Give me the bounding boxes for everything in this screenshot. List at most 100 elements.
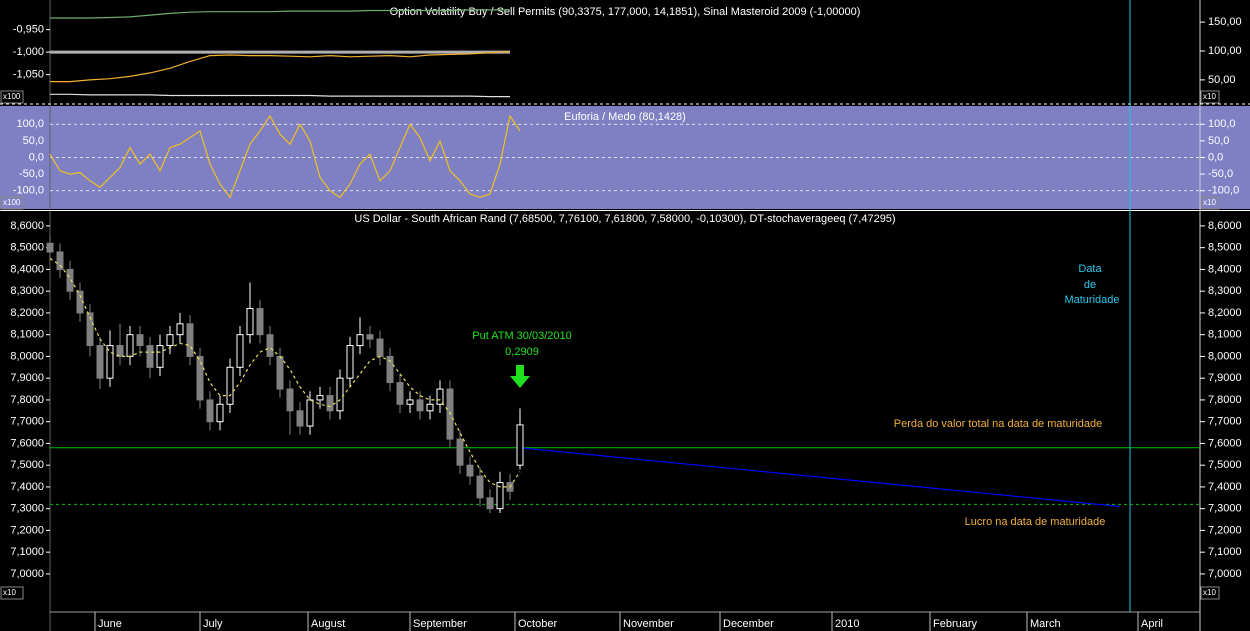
y-tick-label: 7,7000 xyxy=(1208,416,1242,428)
y-tick-label: 8,6000 xyxy=(1208,220,1242,232)
y-tick-label: 100,00 xyxy=(1208,45,1242,57)
y-tick-label: 8,4000 xyxy=(10,263,44,275)
y-tick-label: 7,6000 xyxy=(10,437,44,449)
series-line xyxy=(50,51,511,83)
x-tick-label: November xyxy=(623,618,674,630)
y-tick-label: 7,4000 xyxy=(10,481,44,493)
series-line xyxy=(49,114,521,199)
scale-box xyxy=(0,196,24,210)
scale-box xyxy=(0,90,24,104)
candle-body xyxy=(296,410,304,427)
y-tick-label: 7,8000 xyxy=(10,394,44,406)
candle-body xyxy=(266,334,274,357)
candle-body xyxy=(346,345,354,379)
candle-body xyxy=(426,403,434,412)
candle-body xyxy=(256,308,264,336)
y-tick-label: 7,4000 xyxy=(1208,481,1242,493)
y-tick-label: 8,2000 xyxy=(1208,307,1242,319)
x-tick-label: March xyxy=(1030,618,1061,630)
y-tick-label: 7,1000 xyxy=(10,546,44,558)
candle-body xyxy=(276,355,284,390)
x-tick-label: September xyxy=(413,618,467,630)
y-tick-label: 7,0000 xyxy=(10,568,44,580)
annotation: 0,2909 xyxy=(505,346,539,358)
candle-body xyxy=(106,345,114,379)
candle-body xyxy=(436,388,444,405)
y-tick-label: -100,0 xyxy=(13,185,44,197)
candle-body xyxy=(406,399,414,405)
y-tick-label: 100,0 xyxy=(16,118,44,130)
candle-body xyxy=(316,395,324,401)
candle-body xyxy=(66,268,74,292)
scale-label: x10 xyxy=(3,588,16,597)
candle-body xyxy=(46,242,54,253)
candle-body xyxy=(306,399,314,427)
candle-body xyxy=(216,403,224,423)
y-tick-label: 100,0 xyxy=(1208,118,1236,130)
candle-body xyxy=(456,438,464,466)
candle-body xyxy=(56,251,64,270)
candle-body xyxy=(396,382,404,405)
y-tick-label: 8,1000 xyxy=(10,329,44,341)
candle-body xyxy=(476,475,484,499)
x-tick-label: August xyxy=(311,618,345,630)
y-tick-label: 7,7000 xyxy=(10,416,44,428)
scale-box xyxy=(1200,586,1220,600)
y-tick-label: -50,0 xyxy=(1208,168,1233,180)
x-tick-label: 2010 xyxy=(835,618,859,630)
x-tick-label: February xyxy=(933,618,978,630)
y-tick-label: 8,5000 xyxy=(10,242,44,254)
panel-title: US Dollar - South African Rand (7,68500,… xyxy=(354,213,895,225)
y-tick-label: 8,2000 xyxy=(10,307,44,319)
y2-tick-label: -0,950 xyxy=(13,23,44,35)
series-line xyxy=(50,9,510,19)
y-tick-label: 7,2000 xyxy=(10,524,44,536)
y-tick-label: -50,0 xyxy=(19,168,44,180)
annotation: Put ATM 30/03/2010 xyxy=(472,330,571,342)
candle-body xyxy=(186,323,194,357)
candle-body xyxy=(516,424,524,466)
y-tick-label: -100,0 xyxy=(1208,185,1239,197)
candle-body xyxy=(246,308,254,336)
annotation: Maturidade xyxy=(1064,294,1119,306)
y-tick-label: 7,0000 xyxy=(1208,568,1242,580)
candle-body xyxy=(136,334,144,347)
x-tick-label: December xyxy=(723,618,774,630)
candle-body xyxy=(326,395,334,412)
candle-body xyxy=(336,377,344,412)
y-tick-label: 7,5000 xyxy=(10,459,44,471)
scale-label: x100 xyxy=(3,92,21,101)
scale-box xyxy=(0,586,24,600)
x-tick-label: October xyxy=(518,618,557,630)
candle-body xyxy=(176,323,184,336)
y-tick-label: 0,0 xyxy=(1208,151,1223,163)
scale-label: x100 xyxy=(3,198,21,207)
y-tick-label: 8,1000 xyxy=(1208,329,1242,341)
y-tick-label: 50,00 xyxy=(1208,74,1236,86)
panel-title: Option Volatility Buy / Sell Permits (90… xyxy=(390,6,861,18)
candle-body xyxy=(486,497,494,510)
x-tick-label: April xyxy=(1141,618,1163,630)
candle-body xyxy=(86,312,94,347)
candle-body xyxy=(236,334,244,368)
candle-body xyxy=(466,464,474,477)
y-tick-label: 8,3000 xyxy=(10,285,44,297)
candle-body xyxy=(196,355,204,401)
arrow xyxy=(510,365,530,388)
y-tick-label: 7,8000 xyxy=(1208,394,1242,406)
x-tick-label: June xyxy=(98,618,122,630)
y-tick-label: 8,4000 xyxy=(1208,263,1242,275)
candle-body xyxy=(206,399,214,423)
candle-body xyxy=(166,334,174,347)
y-tick-label: 8,0000 xyxy=(1208,350,1242,362)
candle-body xyxy=(76,290,84,314)
y-tick-label: 7,5000 xyxy=(1208,459,1242,471)
scale-label: x10 xyxy=(1203,588,1216,597)
scale-box xyxy=(1200,90,1220,104)
scale-label: x10 xyxy=(1203,92,1216,101)
scale-box xyxy=(1200,196,1220,210)
candle-body xyxy=(416,399,424,412)
candle-body xyxy=(226,366,234,405)
